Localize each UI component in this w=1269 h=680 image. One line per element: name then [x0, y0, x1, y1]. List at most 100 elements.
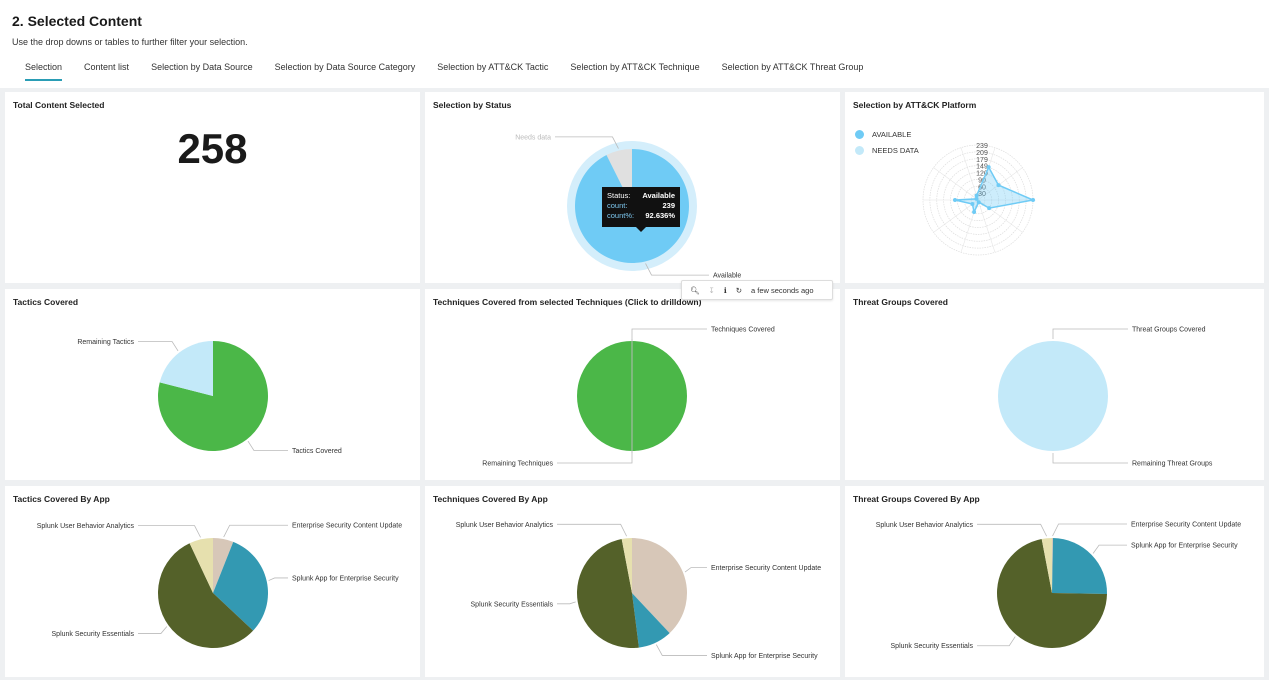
- info-icon[interactable]: ℹ: [723, 285, 727, 295]
- radar-tick-label: 209: [976, 150, 988, 157]
- pie-slice[interactable]: [1041, 538, 1052, 593]
- pie-slice: [998, 341, 1108, 451]
- leader-line: [977, 636, 1016, 647]
- slice-label: Splunk App for Enterprise Security: [1131, 543, 1238, 550]
- panel-title: Techniques Covered from selected Techniq…: [433, 297, 702, 307]
- radar-spoke: [933, 199, 979, 233]
- legend-item-needs-data[interactable]: NEEDS DATA: [855, 142, 919, 158]
- pie-slice[interactable]: [213, 541, 268, 631]
- leader-line: [645, 263, 709, 276]
- refresh-icon[interactable]: ↻: [735, 285, 742, 295]
- radar-point: [986, 165, 991, 170]
- slice-label: Splunk Security Essentials: [52, 631, 135, 638]
- pie-slice[interactable]: [157, 341, 268, 451]
- leader-line: [655, 644, 707, 656]
- slice-label: Available: [713, 273, 741, 280]
- legend-item-available[interactable]: AVAILABLE: [855, 126, 919, 142]
- pie-slice[interactable]: [632, 538, 687, 634]
- tab-data-source-category[interactable]: Selection by Data Source Category: [274, 62, 416, 72]
- slice-label: Tactics Covered: [292, 448, 342, 455]
- panel-title: Tactics Covered: [13, 297, 79, 307]
- threat-groups-by-app-pie-chart[interactable]: Enterprise Security Content Update Splunk…: [845, 486, 1264, 677]
- panel-title: Threat Groups Covered: [853, 297, 948, 307]
- pie-slice[interactable]: [632, 593, 670, 648]
- pie-slice[interactable]: [576, 538, 639, 648]
- radar-spoke: [977, 167, 1023, 201]
- panel-platform: Selection by ATT&CK Platform 239 209 179 14…: [845, 92, 1264, 283]
- panel-title: Selection by ATT&CK Platform: [853, 100, 977, 110]
- panel-tactics-covered: Tactics Covered Tactics Covered Remaining…: [5, 289, 420, 480]
- tab-bar: Selection Content list Selection by Data…: [14, 62, 874, 82]
- panel-threat-groups-by-app: Threat Groups Covered By App Enterprise …: [845, 486, 1264, 677]
- slice-label: Needs data: [515, 134, 551, 141]
- leader-line: [1052, 328, 1128, 339]
- techniques-pie-chart[interactable]: Techniques Covered Remaining Techniques: [425, 289, 840, 480]
- leader-line: [138, 525, 201, 538]
- radar-point: [987, 206, 992, 211]
- radar-tick-label: 120: [976, 171, 988, 178]
- radar-tick-label: 149: [976, 164, 988, 171]
- tab-attack-tactic[interactable]: Selection by ATT&CK Tactic: [437, 62, 549, 72]
- platform-legend: AVAILABLE NEEDS DATA: [855, 126, 919, 158]
- leader-line: [555, 136, 619, 149]
- pie-slice[interactable]: [159, 341, 213, 396]
- tab-content-list[interactable]: Content list: [84, 62, 130, 72]
- search-icon[interactable]: 🔍︎: [690, 285, 700, 295]
- panel-techniques-by-app: Techniques Covered By App Enterprise Sec…: [425, 486, 840, 677]
- radar-point: [1031, 198, 1035, 202]
- pie-slice[interactable]: [1052, 538, 1054, 593]
- pie-slice[interactable]: [157, 543, 254, 648]
- tactics-pie-chart[interactable]: Tactics Covered Remaining Tactics: [5, 289, 420, 480]
- pie-slice[interactable]: [1052, 538, 1107, 595]
- slice-label: Splunk App for Enterprise Security: [711, 653, 818, 660]
- leader-line: [268, 577, 288, 581]
- radar-tick-label: 60: [978, 184, 986, 191]
- radar-point: [952, 198, 957, 202]
- tab-data-source[interactable]: Selection by Data Source: [151, 62, 253, 72]
- leader-line: [684, 567, 707, 573]
- leader-line: [1052, 523, 1127, 537]
- panel-total-content: Total Content Selected 258: [5, 92, 420, 283]
- techniques-by-app-pie-chart[interactable]: Enterprise Security Content Update Splunk…: [425, 486, 840, 677]
- pie-slice[interactable]: [621, 538, 632, 593]
- threat-groups-pie-chart[interactable]: Threat Groups Covered Remaining Threat Gr…: [845, 289, 1264, 480]
- panel-threat-groups-covered: Threat Groups Covered Threat Groups Cove…: [845, 289, 1264, 480]
- tab-selection[interactable]: Selection: [14, 62, 73, 82]
- leader-line: [557, 601, 576, 605]
- download-icon[interactable]: ↧: [708, 285, 715, 295]
- slice-label: Enterprise Security Content Update: [1131, 522, 1241, 529]
- slice-label: Remaining Techniques: [482, 461, 553, 468]
- radar-tick-label: 239: [976, 143, 988, 150]
- last-updated: a few seconds ago: [750, 285, 814, 295]
- leader-line: [247, 440, 288, 451]
- pie-slice[interactable]: [189, 538, 213, 593]
- slice-label: Enterprise Security Content Update: [711, 565, 821, 572]
- header: 2. Selected Content Use the drop downs o…: [0, 0, 1269, 88]
- legend-swatch: [855, 145, 864, 155]
- total-count[interactable]: 258: [177, 125, 248, 172]
- tab-attack-threat-group[interactable]: Selection by ATT&CK Threat Group: [721, 62, 864, 72]
- leader-line: [557, 523, 627, 537]
- tab-attack-technique[interactable]: Selection by ATT&CK Technique: [570, 62, 700, 72]
- radar-point: [976, 200, 981, 205]
- pie-slice[interactable]: [213, 538, 234, 593]
- slice-label: Threat Groups Covered: [1132, 327, 1206, 334]
- panel-title: Threat Groups Covered By App: [853, 494, 980, 504]
- slice-label: Splunk App for Enterprise Security: [292, 575, 399, 582]
- radar-series-available: [954, 165, 1036, 215]
- leader-line: [557, 339, 633, 464]
- platform-radar-chart[interactable]: 239209179149120906030: [845, 92, 1264, 283]
- slice-label: Splunk User Behavior Analytics: [876, 522, 974, 529]
- radar-spoke: [977, 199, 996, 253]
- slice-label: Remaining Threat Groups: [1132, 461, 1213, 468]
- leader-line: [138, 626, 168, 634]
- status-tooltip: Status: Available count: 239 count%: 92.636…: [602, 187, 680, 232]
- panel-toolbar: 🔍︎ ↧ ℹ ↻ a few seconds ago: [681, 280, 833, 300]
- radar-spoke: [960, 147, 979, 201]
- radar-spoke: [933, 167, 979, 201]
- leader-line: [138, 341, 179, 352]
- pie-slice[interactable]: [997, 538, 1107, 648]
- legend-swatch: [855, 129, 864, 139]
- tactics-by-app-pie-chart[interactable]: Enterprise Security Content Update Splunk…: [5, 486, 420, 677]
- radar-point: [974, 193, 979, 198]
